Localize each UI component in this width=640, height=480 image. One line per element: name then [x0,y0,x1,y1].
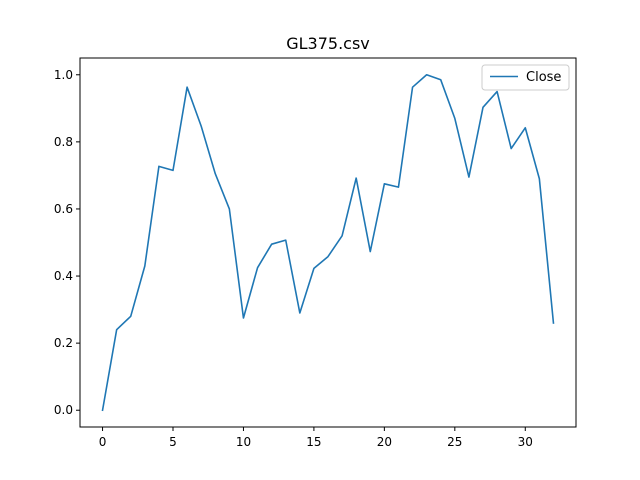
x-tick-label: 10 [236,435,251,449]
legend-box [481,64,570,91]
x-tick-label: 25 [447,435,462,449]
x-tick-label: 20 [377,435,392,449]
series-layer [101,73,555,412]
x-tick-label: 30 [518,435,533,449]
x-tick-label: 15 [306,435,321,449]
y-tick-label: 1.0 [54,68,73,82]
legend: Close [481,64,570,91]
x-axis: 0 5 10 15 20 25 30 [99,427,533,449]
legend-label-close: Close [526,70,561,85]
y-tick-label: 0.0 [54,403,73,417]
y-tick-label: 0.4 [54,269,73,283]
y-tick-label: 0.2 [54,336,73,350]
y-tick-label: 0.6 [54,202,73,216]
x-tick-label: 5 [169,435,177,449]
y-tick-label: 0.8 [54,135,73,149]
chart-title: GL375.csv [286,34,370,53]
x-tick-label: 0 [99,435,107,449]
plot-frame [79,57,577,428]
series-line-close [101,73,555,412]
y-axis: 0.0 0.2 0.4 0.6 0.8 1.0 [54,68,80,417]
